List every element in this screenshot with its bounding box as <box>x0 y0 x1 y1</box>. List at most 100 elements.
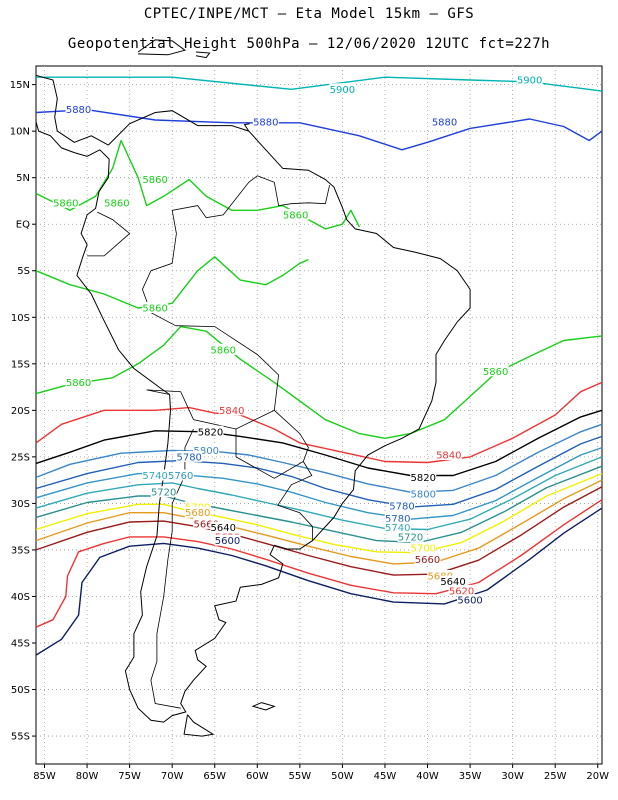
lat-tick-label: 45S <box>11 639 30 650</box>
contour-5780 <box>35 435 603 508</box>
contour-label: 5800 <box>411 490 436 501</box>
coastline-segment <box>35 121 110 160</box>
contour-label-bg <box>142 301 169 313</box>
contour-label-bg <box>410 488 437 500</box>
contour-label-bg <box>388 500 415 512</box>
contour-label-bg <box>142 469 169 481</box>
lon-tick-label: 75W <box>118 771 141 782</box>
contour-label-bg <box>214 534 241 546</box>
contour-label-bg <box>448 584 475 596</box>
contour-label-bg <box>329 83 356 95</box>
contour-5880 <box>35 109 603 151</box>
contour-5860 <box>35 325 603 439</box>
contour-label-bg <box>397 530 424 542</box>
contour-5720 <box>35 465 603 544</box>
lon-tick-label: 80W <box>76 771 99 782</box>
contour-5800 <box>35 423 603 493</box>
contour-label-bg <box>414 553 441 565</box>
contour-5600 <box>35 507 603 656</box>
lon-tick-label: 65W <box>203 771 226 782</box>
lon-tick-label: 40W <box>416 771 439 782</box>
contour-label: 5900 <box>517 75 542 86</box>
contour-5660 <box>35 486 603 576</box>
contour-label: 5640 <box>440 577 465 588</box>
contour-label: 5840 <box>219 406 244 417</box>
contour-label: 5860 <box>283 210 308 221</box>
lon-tick-label: 60W <box>246 771 269 782</box>
contour-label-bg <box>65 103 92 115</box>
country-border <box>87 211 131 257</box>
longitude-ticks: 85W 80W 75W 70W 65W 60W 55W 50W 45W 40W 35W 30W 25W 2… <box>33 764 609 782</box>
contour-label-bg <box>210 343 237 355</box>
lat-tick-label: 10N <box>10 127 30 138</box>
lat-tick-label: 40S <box>11 592 30 603</box>
lat-tick-label: 30S <box>11 499 30 510</box>
contour-label: 5780 <box>389 502 414 513</box>
contour-label: 5760 <box>168 471 193 482</box>
latitude-ticks: 15N 10N 5N EQ 5S 10S 15S 20S 25S 30S 35S 40S 45S 50S 5… <box>10 80 36 743</box>
contour-label-bg <box>52 196 79 208</box>
contour-label: 5800 <box>193 446 218 457</box>
contour-label: 5740 <box>142 471 167 482</box>
lat-tick-label: 10S <box>11 313 30 324</box>
contour-label: 5680 <box>185 508 210 519</box>
contour-label: 5880 <box>253 117 278 128</box>
contour-label-bg <box>142 173 169 185</box>
contour-label-bg <box>431 115 458 127</box>
contour-label: 5900 <box>330 85 355 96</box>
lon-tick-label: 45W <box>374 771 397 782</box>
lon-tick-label: 50W <box>331 771 354 782</box>
country-border <box>277 461 313 506</box>
lon-tick-label: 20W <box>586 771 609 782</box>
contour-label: 5880 <box>432 117 457 128</box>
contour-label-bg <box>193 517 220 529</box>
coastline-segment <box>243 123 250 132</box>
contour-label-bg <box>482 365 509 377</box>
coastline-segment <box>137 39 187 56</box>
contour-label-bg <box>176 450 203 462</box>
contour-labels: 5900 5900 5880 5880 5880 5860 5860 5860 5860 5860… <box>52 73 543 607</box>
contour-5860 <box>35 139 361 230</box>
graticule <box>36 66 602 764</box>
contour-label-bg <box>410 542 437 554</box>
lat-tick-label: 20S <box>11 406 30 417</box>
contour-label-bg <box>282 208 309 220</box>
contour-label: 5860 <box>211 345 236 356</box>
chart-title: CPTEC/INPE/MCT – Eta Model 15km – GFS <box>143 6 475 22</box>
contour-label-bg <box>210 521 237 533</box>
contour-label-bg <box>427 570 454 582</box>
contour-label-bg <box>150 486 177 498</box>
coastline-segment <box>35 74 109 146</box>
lon-tick-label: 55W <box>289 771 312 782</box>
contour-label: 5780 <box>176 452 201 463</box>
contour-label-bg <box>167 469 194 481</box>
contour-label: 5660 <box>415 555 440 566</box>
contour-label-bg <box>252 115 279 127</box>
contour-label-bg <box>197 425 224 437</box>
country-border <box>141 175 258 327</box>
contour-label: 5820 <box>411 473 436 484</box>
contour-5740 <box>35 456 603 531</box>
contour-label-bg <box>193 444 220 456</box>
contour-5680 <box>35 479 603 565</box>
contour-label: 5860 <box>66 378 91 389</box>
contour-label: 5860 <box>53 198 78 209</box>
contour-5860 <box>35 256 309 309</box>
lat-tick-label: 25S <box>11 452 30 463</box>
contour-label-bg <box>103 196 130 208</box>
contour-label: 5640 <box>211 523 236 534</box>
chart-subtitle: Geopotential Height 500hPa – 12/06/2020 … <box>67 36 551 52</box>
lat-tick-label: 15S <box>11 359 30 370</box>
lon-tick-label: 70W <box>161 771 184 782</box>
contour-label: 5780 <box>385 514 410 525</box>
contour-label: 5600 <box>457 596 482 607</box>
country-border <box>277 504 313 541</box>
contour-label-bg <box>184 506 211 518</box>
contour-label: 5720 <box>151 488 176 499</box>
contour-label: 5860 <box>142 303 167 314</box>
contour-label-bg <box>440 575 467 587</box>
contour-5820 <box>35 409 603 477</box>
contour-label: 5860 <box>142 175 167 186</box>
lon-tick-label: 85W <box>33 771 56 782</box>
